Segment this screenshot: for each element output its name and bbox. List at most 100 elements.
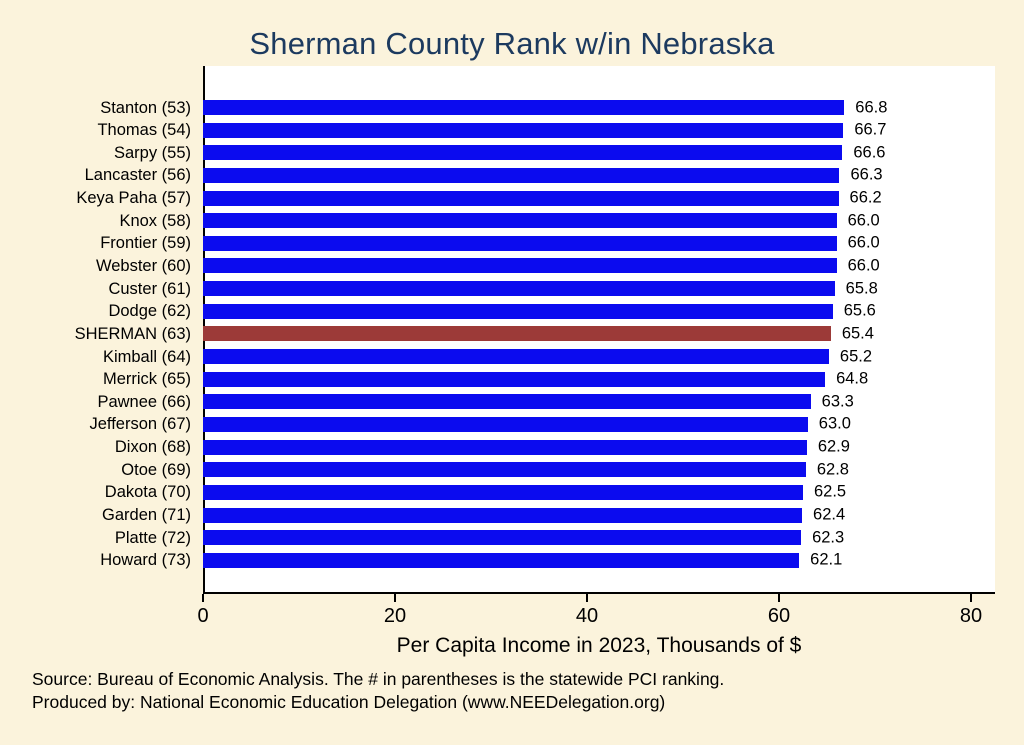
bar-row: Otoe (69) 62.8 xyxy=(0,460,995,479)
x-axis-ticks: 0 20 40 60 80 xyxy=(197,594,995,636)
bar xyxy=(203,100,845,115)
value-label: 62.9 xyxy=(817,437,850,456)
bar-rows: Stanton (53) 66.8 Thomas (54) 66.7 Sarpy (55… xyxy=(0,98,995,570)
x-tick-mark xyxy=(202,594,204,602)
value-label: 66.8 xyxy=(855,98,888,116)
bar-row: Custer (61) 65.8 xyxy=(0,279,995,298)
footer-notes: Source: Bureau of Economic Analysis. The… xyxy=(32,668,724,713)
bar-row: Merrick (65) 64.8 xyxy=(0,369,995,389)
x-tick-mark xyxy=(394,594,396,602)
bar xyxy=(203,416,808,432)
category-label: Garden (71) xyxy=(102,506,191,525)
value-label: 65.2 xyxy=(839,347,873,366)
bar-track: 62.5 xyxy=(203,483,995,501)
bar xyxy=(203,281,835,297)
x-tick-mark xyxy=(778,594,780,602)
bar-track: 66.0 xyxy=(203,256,995,275)
bar-row: Stanton (53) 66.8 xyxy=(0,98,995,117)
bar-track: 66.8 xyxy=(203,98,995,116)
bar xyxy=(203,190,839,206)
bar-track: 65.8 xyxy=(203,279,995,298)
bar xyxy=(203,167,840,183)
x-tick-label: 20 xyxy=(383,605,407,627)
bar xyxy=(203,145,843,161)
category-label: Howard (73) xyxy=(100,551,191,570)
bar-row: Knox (58) 66.0 xyxy=(0,211,995,229)
category-label: Frontier (59) xyxy=(100,234,191,253)
bar-track: 66.0 xyxy=(203,211,995,229)
x-tick-mark xyxy=(970,594,972,602)
bar-track: 62.1 xyxy=(203,550,995,569)
category-label: Merrick (65) xyxy=(102,370,191,389)
value-label: 62.1 xyxy=(810,550,843,569)
bar-row: Howard (73) 62.1 xyxy=(0,550,995,570)
bar-track: 62.3 xyxy=(203,528,995,547)
bar-row: Dixon (68) 62.9 xyxy=(0,437,995,457)
bar-track: 65.2 xyxy=(203,347,995,366)
value-label: 62.3 xyxy=(812,528,845,547)
bar xyxy=(203,394,811,410)
bar-track: 65.4 xyxy=(203,324,995,343)
bar-track: 66.6 xyxy=(203,143,995,162)
category-label: Sarpy (55) xyxy=(113,143,191,162)
category-label: Pawnee (66) xyxy=(97,392,191,411)
category-label: Platte (72) xyxy=(114,528,191,547)
value-label: 64.8 xyxy=(836,369,869,388)
bar-row: Frontier (59) 66.0 xyxy=(0,233,995,253)
value-label: 63.3 xyxy=(821,392,854,411)
x-axis-title: Per Capita Income in 2023, Thousands of … xyxy=(396,634,802,657)
value-label: 66.3 xyxy=(850,165,883,184)
bar-row: Dodge (62) 65.6 xyxy=(0,301,995,320)
value-label: 65.8 xyxy=(845,279,878,298)
chart-title: Sherman County Rank w/in Nebraska xyxy=(249,26,775,61)
bar-track: 62.4 xyxy=(203,505,995,524)
bar xyxy=(203,235,837,251)
bar-row: Dakota (70) 62.5 xyxy=(0,483,995,502)
bar-row: Thomas (54) 66.7 xyxy=(0,120,995,139)
bar-row: Pawnee (66) 63.3 xyxy=(0,392,995,411)
bar-row: Platte (72) 62.3 xyxy=(0,528,995,547)
bar-row: SHERMAN (63) 65.4 xyxy=(0,324,995,343)
value-label: 63.0 xyxy=(818,414,851,433)
bar-track: 65.6 xyxy=(203,301,995,320)
category-label: Dixon (68) xyxy=(114,438,191,457)
category-label: Stanton (53) xyxy=(100,98,191,117)
value-label: 65.6 xyxy=(843,301,876,320)
x-tick-label: 0 xyxy=(197,605,209,627)
value-label: 66.6 xyxy=(853,143,886,162)
bar-track: 66.7 xyxy=(203,120,995,139)
category-label: Dakota (70) xyxy=(104,483,191,502)
bar-row: Jefferson (67) 63.0 xyxy=(0,414,995,434)
category-label: Keya Paha (57) xyxy=(76,189,191,208)
bar-track: 64.8 xyxy=(203,369,995,388)
x-tick-label: 80 xyxy=(959,605,983,627)
value-label: 62.8 xyxy=(816,460,849,479)
value-label: 62.4 xyxy=(813,505,846,524)
bar-track: 62.8 xyxy=(203,460,995,479)
category-label: Custer (61) xyxy=(108,279,191,298)
bar-row: Lancaster (56) 66.3 xyxy=(0,165,995,185)
bar-track: 66.0 xyxy=(203,233,995,252)
bar xyxy=(203,507,803,523)
bar-row: Garden (71) 62.4 xyxy=(0,505,995,525)
value-label: 66.0 xyxy=(847,256,880,275)
category-label: SHERMAN (63) xyxy=(74,324,191,343)
value-label: 66.0 xyxy=(847,233,880,252)
bar xyxy=(203,484,803,500)
value-label: 66.7 xyxy=(854,120,887,139)
bar xyxy=(203,462,806,478)
bar-track: 63.0 xyxy=(203,414,995,433)
category-label: Lancaster (56) xyxy=(84,166,191,185)
bar xyxy=(203,213,837,229)
highlighted-bar xyxy=(203,326,831,342)
bar-row: Webster (60) 66.0 xyxy=(0,256,995,275)
category-label: Jefferson (67) xyxy=(89,415,192,434)
bar xyxy=(203,552,800,568)
bar xyxy=(203,303,833,319)
bar-row: Kimball (64) 65.2 xyxy=(0,347,995,366)
value-label: 65.4 xyxy=(841,324,874,343)
bar-track: 62.9 xyxy=(203,437,995,456)
bar xyxy=(203,371,826,387)
x-tick-label: 60 xyxy=(767,605,791,627)
bar xyxy=(203,122,844,138)
